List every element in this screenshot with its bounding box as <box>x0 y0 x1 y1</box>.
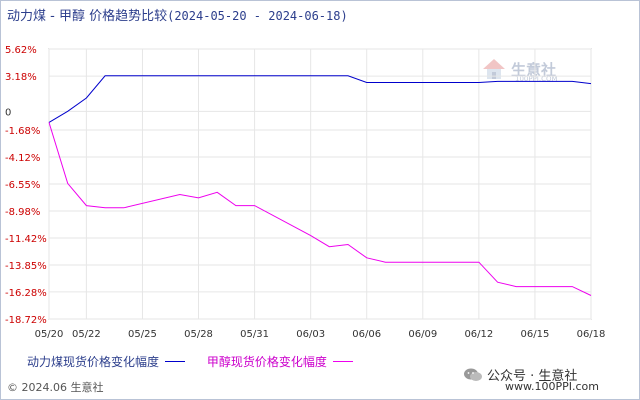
y-tick-label: -13.85% <box>5 261 47 272</box>
y-tick-label: 3.18% <box>5 72 37 83</box>
legend-item-series-2: 甲醇现货价格变化幅度 <box>207 353 353 370</box>
y-tick-label: -8.98% <box>5 207 40 218</box>
footer-wechat: 公众号 · 生意社 <box>463 365 577 384</box>
watermark: 生意社 100PPI.COM <box>481 57 558 83</box>
watermark-url: 100PPI.COM <box>515 75 558 83</box>
y-tick-label: 5.62% <box>5 45 37 56</box>
y-tick-label: -6.55% <box>5 180 40 191</box>
legend-swatch-series-1 <box>165 361 186 362</box>
x-tick-label: 05/31 <box>240 329 269 340</box>
legend: 动力煤现货价格变化幅度 甲醇现货价格变化幅度 <box>27 353 371 370</box>
y-tick-label: 0 <box>5 107 11 118</box>
x-tick-label: 06/12 <box>464 329 493 340</box>
chart-title-main: 动力煤 - 甲醇 价格趋势比较 <box>7 9 168 24</box>
footer-url: www.100PPI.com <box>505 380 599 393</box>
y-tick-label: -4.12% <box>5 153 40 164</box>
legend-label-series-2: 甲醇现货价格变化幅度 <box>206 355 327 369</box>
footer-copyright: © 2024.06 生意社 <box>7 381 104 394</box>
x-tick-label: 06/15 <box>521 329 550 340</box>
y-tick-label: -18.72% <box>5 315 47 326</box>
chart-title-range: (2024-05-20 - 2024-06-18) <box>167 9 348 23</box>
x-tick-label: 06/06 <box>352 329 381 340</box>
legend-label-series-1: 动力煤现货价格变化幅度 <box>27 355 160 369</box>
x-tick-label: 06/09 <box>408 329 437 340</box>
y-tick-label: -1.68% <box>5 126 40 137</box>
series-layer <box>48 75 592 296</box>
chart-title: 动力煤 - 甲醇 价格趋势比较(2024-05-20 - 2024-06-18) <box>7 5 348 24</box>
legend-item-series-1: 动力煤现货价格变化幅度 <box>27 353 186 370</box>
x-tick-label: 06/03 <box>296 329 325 340</box>
x-tick-label: 05/28 <box>184 329 213 340</box>
footer-wechat-label: 公众号 · 生意社 <box>487 369 578 384</box>
x-tick-label: 06/18 <box>577 329 606 340</box>
y-tick-label: -11.42% <box>5 234 47 245</box>
legend-swatch-series-2 <box>332 361 353 362</box>
y-axis-ticks: 5.62% 3.18% 0 -1.68% -4.12% -6.55% -8.98% -11.4… <box>5 45 47 326</box>
grid-layer <box>48 48 592 320</box>
y-tick-label: -16.28% <box>5 288 47 299</box>
wechat-icon <box>464 368 482 381</box>
x-tick-label: 05/25 <box>128 329 157 340</box>
x-axis-ticks: 05/20 05/22 05/25 05/28 05/31 06/03 06/06 06/09… <box>35 329 606 340</box>
x-tick-label: 05/20 <box>35 329 64 340</box>
watermark-brand: 生意社 <box>511 60 557 79</box>
x-tick-label: 05/22 <box>72 329 101 340</box>
house-logo-icon <box>483 59 505 79</box>
series-line-2 <box>48 122 592 296</box>
series-line-1 <box>48 75 592 123</box>
